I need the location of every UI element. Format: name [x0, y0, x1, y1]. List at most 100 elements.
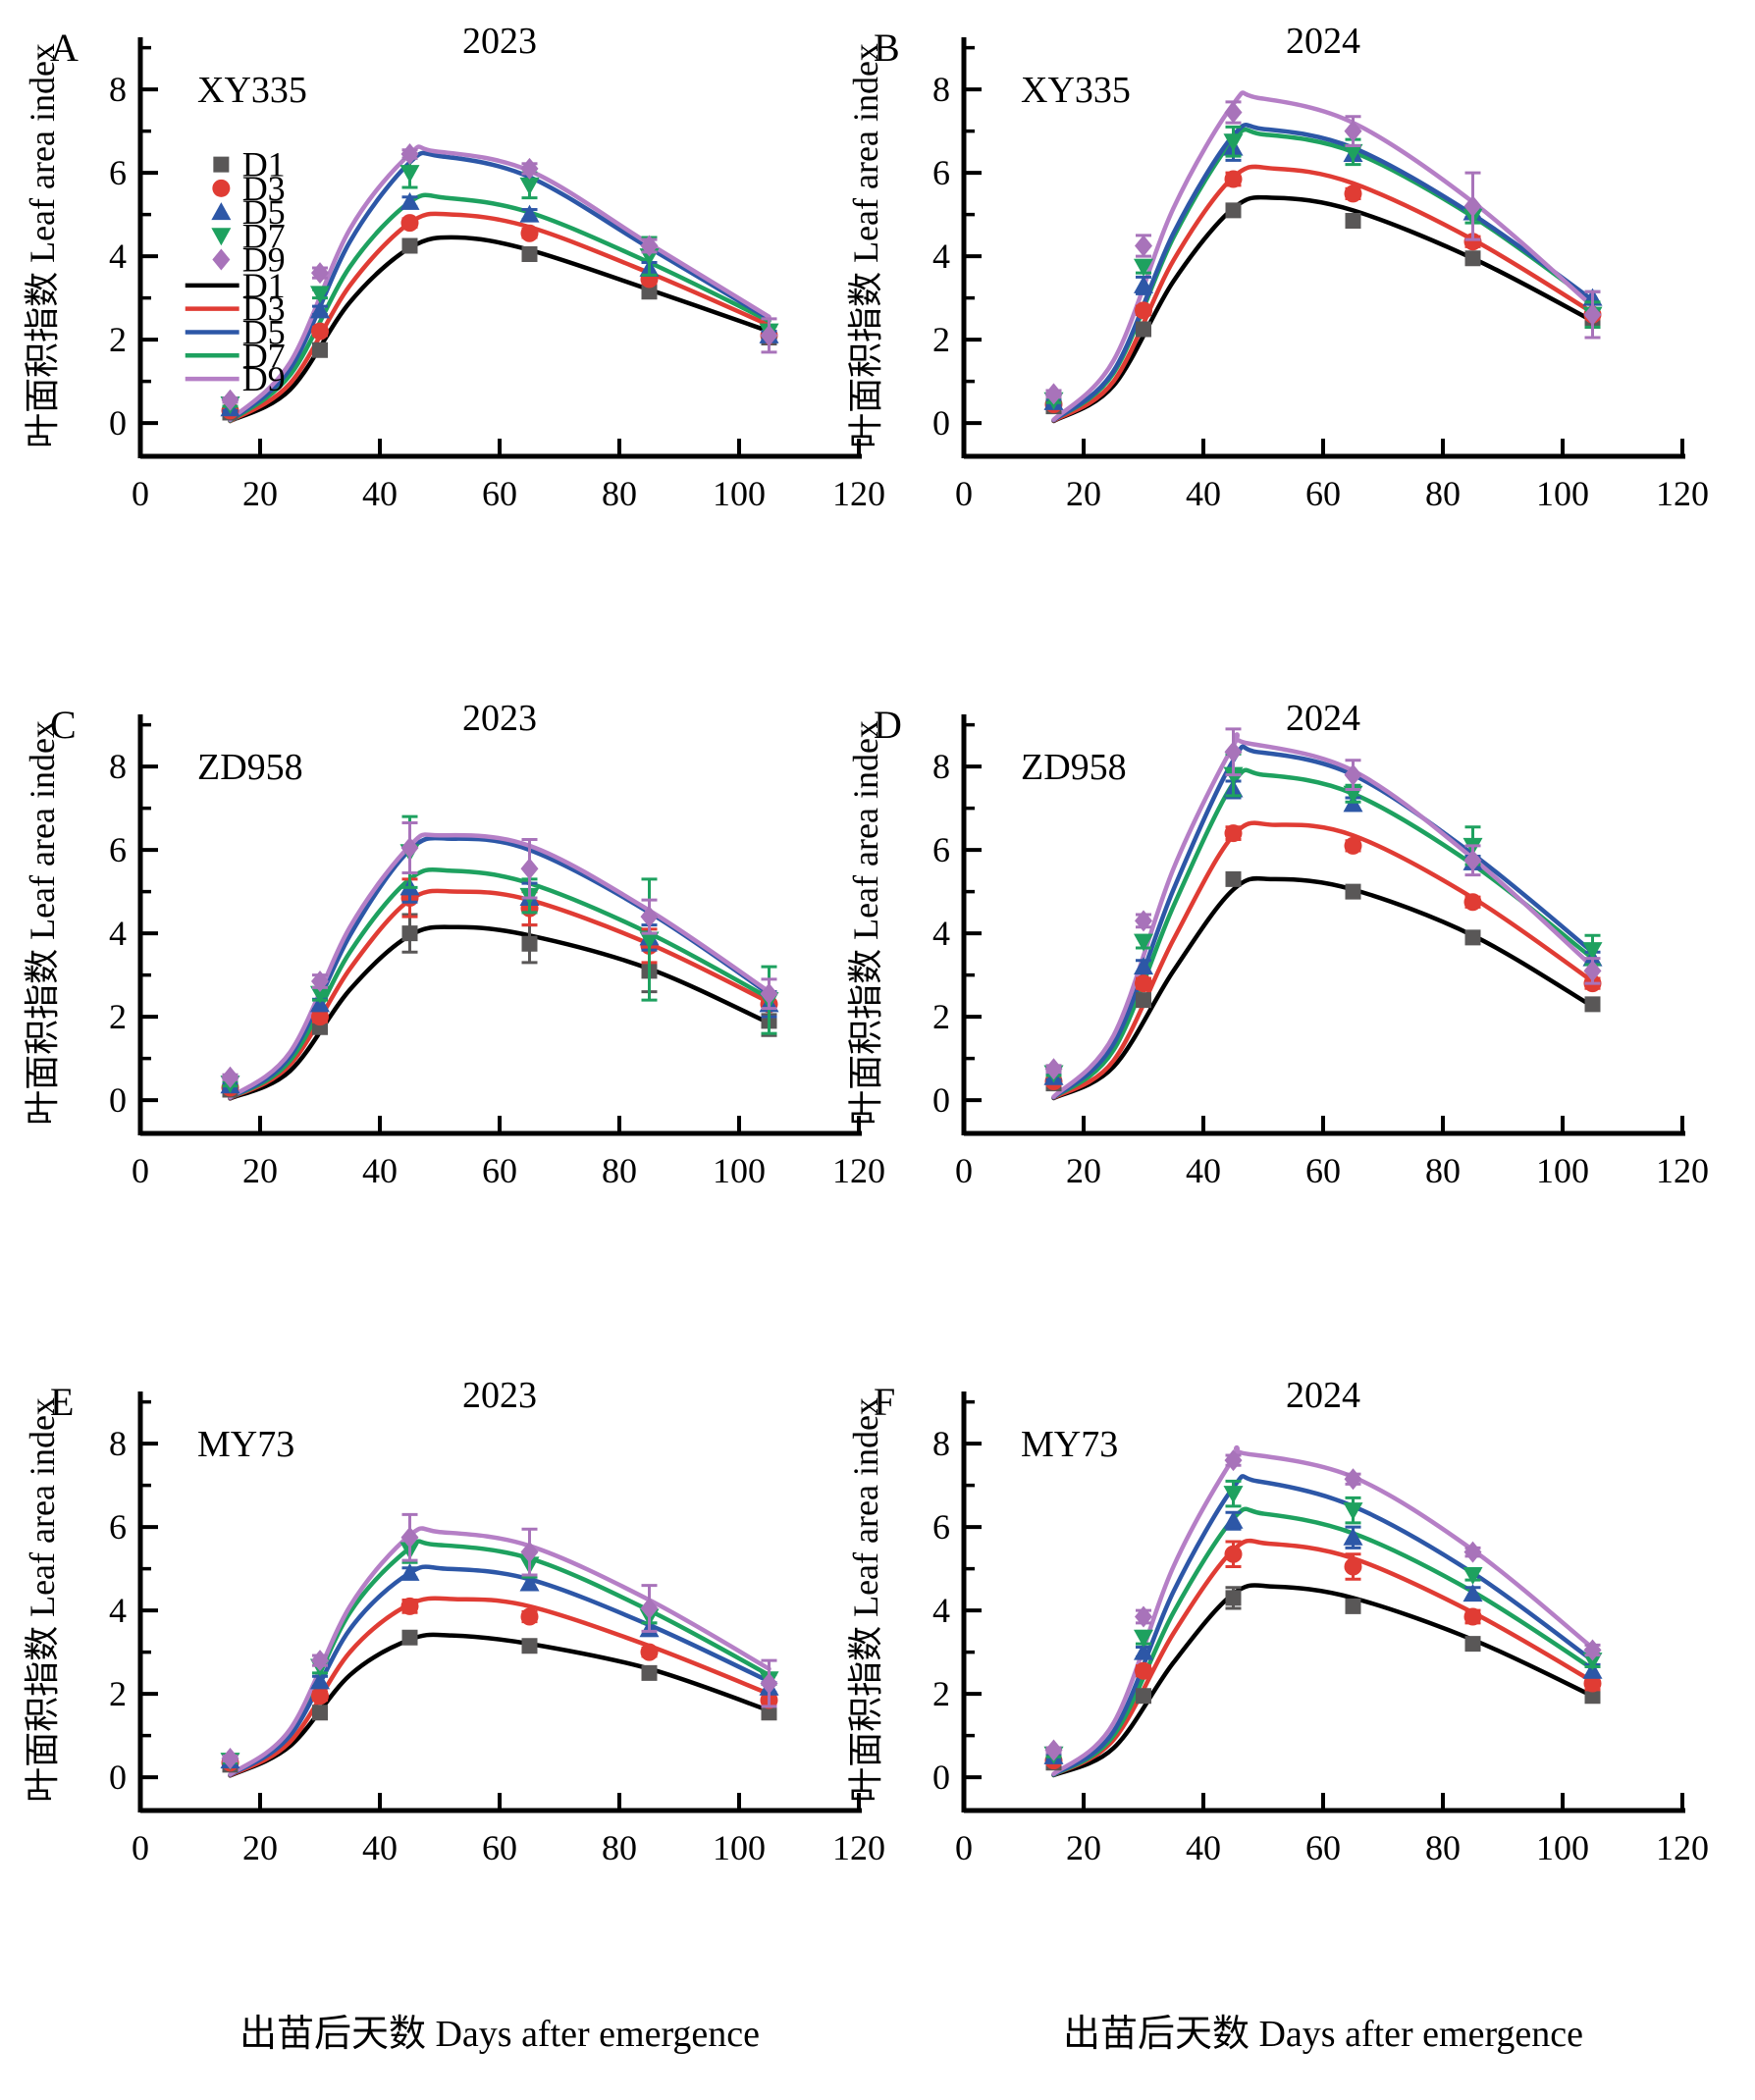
data-point-D1 [401, 925, 418, 942]
data-point-D3 [1135, 974, 1152, 993]
data-point-D9 [400, 837, 419, 859]
y-tick-label: 2 [932, 1674, 950, 1713]
data-point-D9 [1583, 1639, 1602, 1661]
data-point-D3 [1344, 1557, 1362, 1576]
panel-variety: XY335 [197, 70, 307, 111]
y-tick-label: 4 [109, 1591, 127, 1630]
x-tick-label: 60 [482, 1828, 517, 1867]
data-point-D3 [1224, 170, 1243, 188]
panel-year: 2024 [1286, 21, 1360, 62]
panel-letter-D: D [874, 703, 902, 747]
panel-letter-F: F [874, 1380, 895, 1424]
data-point-D9 [1344, 120, 1362, 142]
data-point-D3 [400, 214, 419, 233]
legend-label-D5: D5 [242, 192, 286, 232]
data-point-D9 [760, 982, 778, 1005]
series-markers-D9 [221, 1512, 778, 1769]
y-axis-title: 叶面积指数 Leaf area index [23, 720, 62, 1126]
data-point-D1 [1136, 1688, 1151, 1705]
series-markers-D9 [1044, 1449, 1602, 1761]
data-point-D7 [1223, 133, 1244, 152]
data-point-D7 [1134, 258, 1153, 277]
y-tick-label: 4 [932, 1591, 950, 1630]
x-tick-label: 120 [1656, 1151, 1709, 1190]
data-point-D1 [761, 1705, 777, 1721]
data-point-D3 [1344, 836, 1362, 855]
legend-marker-D5 [211, 202, 232, 221]
x-tick-label: 80 [602, 1828, 637, 1867]
x-tick-label: 100 [1536, 1151, 1589, 1190]
x-tick-label: 0 [132, 1151, 149, 1190]
data-point-D5 [1223, 1510, 1244, 1529]
data-point-D3 [1463, 233, 1482, 251]
x-tick-label: 40 [1186, 1151, 1221, 1190]
data-point-D9 [1135, 235, 1152, 257]
panel-D: 0 20 40 60 80 100 120 0 2 4 6 8D 2024 ZD958 叶面积指数 Leaf… [846, 698, 1709, 1190]
x-tick-label: 20 [1066, 474, 1101, 513]
data-point-D1 [401, 237, 418, 254]
data-point-D1 [312, 1705, 328, 1721]
data-point-D9 [520, 858, 539, 880]
data-point-D7 [1343, 143, 1363, 162]
x-tick-label: 120 [1656, 1828, 1709, 1867]
panel-variety: ZD958 [1021, 747, 1127, 788]
data-point-D9 [520, 1541, 539, 1563]
panel-year: 2023 [462, 698, 537, 739]
y-tick-label: 0 [932, 403, 950, 443]
data-point-D9 [640, 1598, 659, 1619]
x-tick-label: 60 [1305, 1828, 1341, 1867]
data-point-D1 [1584, 996, 1601, 1013]
data-point-D7 [1343, 1502, 1363, 1521]
data-point-D9 [760, 1672, 778, 1695]
data-point-D9 [640, 906, 659, 928]
x-tick-label: 80 [1425, 474, 1461, 513]
y-tick-label: 8 [109, 1424, 127, 1463]
data-point-D5 [1343, 1527, 1363, 1546]
y-tick-label: 8 [109, 70, 127, 109]
panel-variety: ZD958 [197, 747, 303, 788]
data-point-D5 [399, 1562, 420, 1581]
data-point-D9 [1463, 1541, 1482, 1563]
data-point-D3 [1135, 1661, 1152, 1680]
data-point-D1 [641, 284, 658, 300]
y-tick-label: 2 [109, 997, 127, 1036]
data-point-D5 [1462, 1584, 1483, 1602]
data-point-D3 [640, 1643, 659, 1661]
data-point-D7 [1582, 1653, 1603, 1671]
y-axis-title: 叶面积指数 Leaf area index [23, 1397, 62, 1803]
data-point-D5 [519, 1573, 540, 1592]
x-tick-label: 0 [955, 1151, 973, 1190]
x-tick-label: 120 [832, 474, 885, 513]
x-tick-label: 60 [482, 474, 517, 513]
data-point-D9 [221, 1748, 239, 1769]
data-point-D9 [1463, 849, 1482, 871]
data-point-D5 [1134, 957, 1153, 975]
data-point-D3 [1344, 184, 1362, 203]
data-point-D9 [400, 1526, 419, 1549]
series-markers-D7 [1043, 1479, 1603, 1764]
data-point-D9 [520, 157, 539, 180]
panel-variety: MY73 [1021, 1424, 1118, 1465]
data-point-D5 [1134, 1642, 1153, 1660]
data-point-D9 [1044, 383, 1063, 405]
x-tick-label: 40 [362, 1151, 398, 1190]
panel-year: 2023 [462, 21, 537, 62]
y-tick-label: 0 [109, 403, 127, 443]
y-tick-label: 2 [109, 1674, 127, 1713]
data-point-D3 [1463, 893, 1482, 912]
data-point-D5 [399, 191, 420, 210]
x-tick-label: 60 [1305, 1151, 1341, 1190]
y-axis-title: 叶面积指数 Leaf area index [846, 1397, 885, 1803]
legend-line-label-D3: D3 [242, 289, 286, 329]
legend-line-label-D9: D9 [242, 359, 286, 398]
x-tick-label: 40 [1186, 1828, 1221, 1867]
data-point-D1 [1225, 1590, 1242, 1606]
data-point-D1 [401, 1629, 418, 1646]
x-tick-label: 60 [482, 1151, 517, 1190]
data-point-D7 [310, 985, 330, 1004]
data-point-D7 [1134, 933, 1153, 952]
series-markers-D9 [1044, 727, 1602, 1080]
legend-line-label-D1: D1 [242, 266, 286, 305]
data-point-D7 [1462, 1567, 1483, 1585]
